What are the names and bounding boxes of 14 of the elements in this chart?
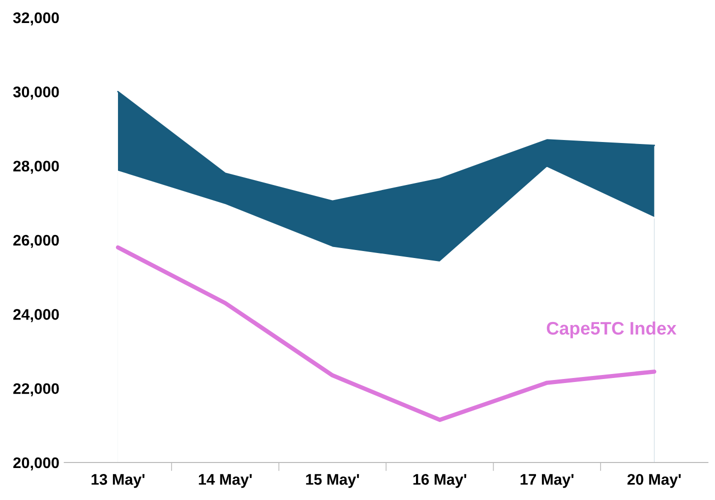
text: Cape5TC Index [546,321,676,338]
x-tick-label: 16 May' [413,474,466,488]
y-tick-label: 32,000 [13,12,59,26]
x-tick-label: 15 May' [306,474,359,488]
y-tick-label: 30,000 [13,86,59,100]
x-tick-label: 13 May' [92,474,144,488]
x-tick-label: 20 May' [627,474,681,488]
y-tick-label: 26,000 [13,234,59,248]
y-tick-label: 22,000 [13,383,59,396]
y-tick-label: 24,000 [13,309,59,322]
x-tick-label: 14 May' [198,474,252,488]
y-tick-label: 28,000 [13,160,59,174]
y-tick-label: 20,000 [13,457,59,470]
x-tick-label: 17 May' [520,474,574,488]
